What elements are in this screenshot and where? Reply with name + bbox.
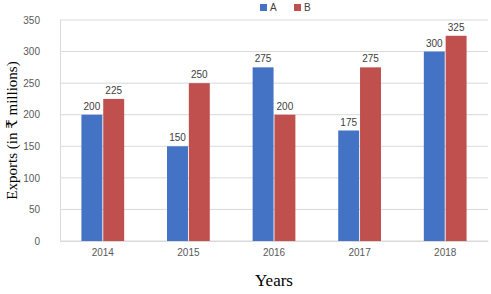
legend-swatch: [294, 4, 301, 11]
grid-line: [60, 114, 488, 115]
x-tick-label: 2016: [263, 247, 286, 258]
y-tick-label: 300: [23, 46, 40, 57]
y-tick: 100: [23, 173, 60, 184]
bar: [253, 67, 274, 241]
y-tick: 50: [29, 204, 60, 215]
x-tick: 2017: [348, 241, 371, 258]
y-tick: 350: [23, 15, 60, 26]
x-tick-label: 2015: [177, 247, 200, 258]
x-tick-label: 2014: [92, 247, 115, 258]
grid-line: [60, 177, 488, 178]
legend-item: B: [294, 2, 311, 13]
bar: [103, 99, 124, 241]
legend-label: B: [304, 2, 311, 13]
y-tick-label: 0: [34, 236, 40, 247]
data-label: 225: [105, 85, 122, 96]
y-axis-title: Exports (in ₹ millions): [4, 61, 21, 199]
bar: [338, 131, 359, 242]
grid-line: [60, 51, 488, 52]
bar: [274, 115, 295, 241]
y-tick: 200: [23, 109, 60, 120]
data-label: 200: [277, 101, 294, 112]
y-tick: 150: [23, 141, 60, 152]
bars: [81, 36, 466, 241]
legend-label: A: [270, 2, 277, 13]
legend-item: A: [260, 2, 277, 13]
data-label: 300: [426, 38, 443, 49]
bar: [424, 52, 445, 241]
bar: [360, 67, 381, 241]
x-axis-line: [61, 241, 489, 242]
bar: [446, 36, 467, 241]
y-tick-label: 100: [23, 173, 40, 184]
bar: [189, 83, 210, 241]
data-label: 200: [84, 101, 101, 112]
x-axis-title: Years: [255, 271, 293, 290]
grid-line: [60, 209, 488, 210]
y-tick: 0: [34, 236, 60, 247]
x-tick: 2014: [92, 241, 115, 258]
data-label: 275: [362, 53, 379, 64]
y-tick-label: 350: [23, 15, 40, 26]
data-label: 275: [255, 53, 272, 64]
x-tick-label: 2018: [434, 247, 457, 258]
legend: AB: [260, 2, 311, 13]
y-axis: 0 50 100 150 200 250 300 350: [23, 15, 60, 247]
x-axis: 2014 2015 2016 2017 2018: [61, 241, 489, 258]
x-tick: 2015: [177, 241, 200, 258]
y-tick-label: 50: [29, 204, 41, 215]
y-tick: 250: [23, 78, 60, 89]
data-label: 175: [340, 117, 357, 128]
y-axis-line: [60, 21, 61, 242]
y-tick-label: 150: [23, 141, 40, 152]
bar: [81, 115, 102, 241]
grid-line: [60, 83, 488, 84]
data-label: 250: [191, 69, 208, 80]
x-tick: 2018: [434, 241, 457, 258]
data-labels: 200 150 275 175 300 225 250 200 275 325: [84, 22, 465, 144]
x-tick: 2016: [263, 241, 286, 258]
data-label: 325: [448, 22, 465, 33]
y-tick: 300: [23, 46, 60, 57]
grid-line: [60, 146, 488, 147]
grid-line: [60, 20, 488, 21]
plot-area: 0501001502002503003502014201520162017201…: [23, 15, 488, 258]
x-tick-label: 2017: [348, 247, 371, 258]
grid-line: [60, 241, 488, 242]
data-label: 150: [169, 132, 186, 143]
bar: [167, 146, 188, 241]
chart: 0501001502002503003502014201520162017201…: [0, 0, 491, 294]
y-tick-label: 250: [23, 78, 40, 89]
legend-swatch: [260, 4, 267, 11]
grid: [60, 20, 488, 241]
y-tick-label: 200: [23, 109, 40, 120]
